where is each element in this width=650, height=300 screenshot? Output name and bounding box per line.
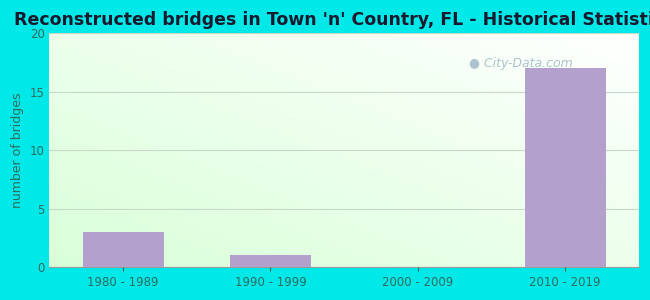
Bar bbox=[230, 255, 311, 267]
Y-axis label: number of bridges: number of bridges bbox=[11, 92, 24, 208]
Title: Reconstructed bridges in Town 'n' Country, FL - Historical Statistics: Reconstructed bridges in Town 'n' Countr… bbox=[14, 11, 650, 29]
Bar bbox=[83, 232, 164, 267]
Bar bbox=[525, 68, 606, 267]
Text: ● City-Data.com: ● City-Data.com bbox=[469, 57, 573, 70]
